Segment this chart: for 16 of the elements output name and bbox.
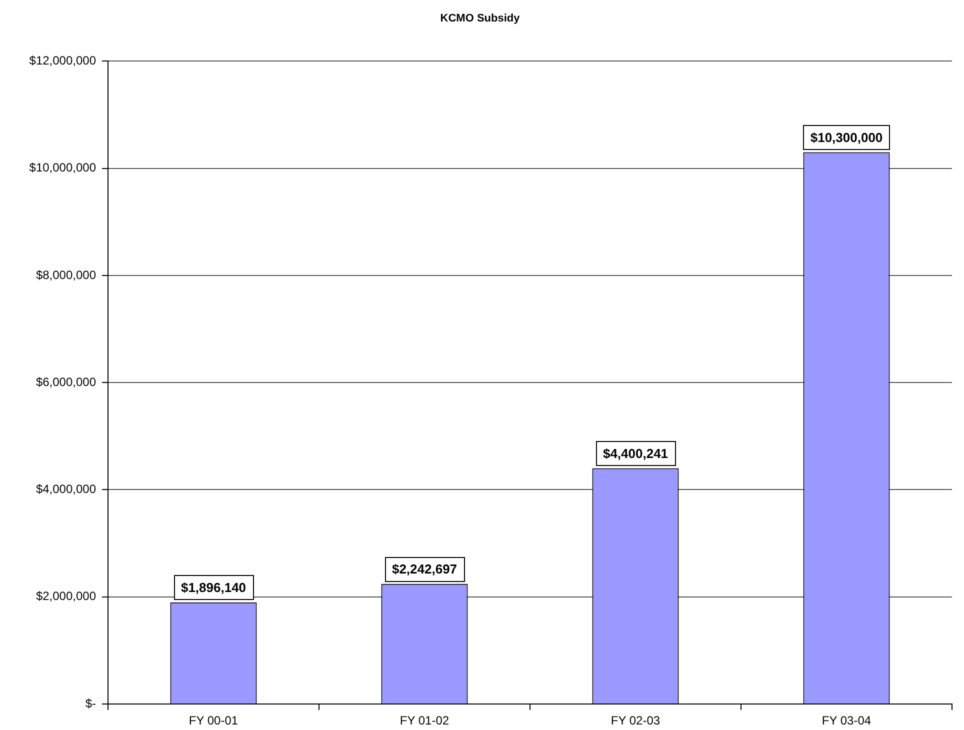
y-tick-label: $2,000,000 xyxy=(36,589,96,604)
x-tick-label: FY 00-01 xyxy=(188,714,238,728)
data-label: $10,300,000 xyxy=(810,130,883,145)
x-tick-label: FY 02-03 xyxy=(610,714,660,728)
data-label: $2,242,697 xyxy=(392,561,458,576)
data-label: $1,896,140 xyxy=(180,580,246,596)
y-tick-label: $6,000,000 xyxy=(36,374,96,389)
y-tick-label: $- xyxy=(85,696,96,710)
x-tick-label: FY 01-02 xyxy=(400,714,450,728)
y-tick-label: $12,000,000 xyxy=(29,54,96,68)
x-tick-label: FY 03-04 xyxy=(822,714,872,728)
y-tick-label: $8,000,000 xyxy=(36,268,96,282)
chart-title: KCMO Subsidy xyxy=(440,12,521,25)
y-tick-label: $4,000,000 xyxy=(36,482,96,496)
data-label: $4,400,241 xyxy=(602,446,668,461)
y-tick-label: $10,000,000 xyxy=(29,160,96,175)
